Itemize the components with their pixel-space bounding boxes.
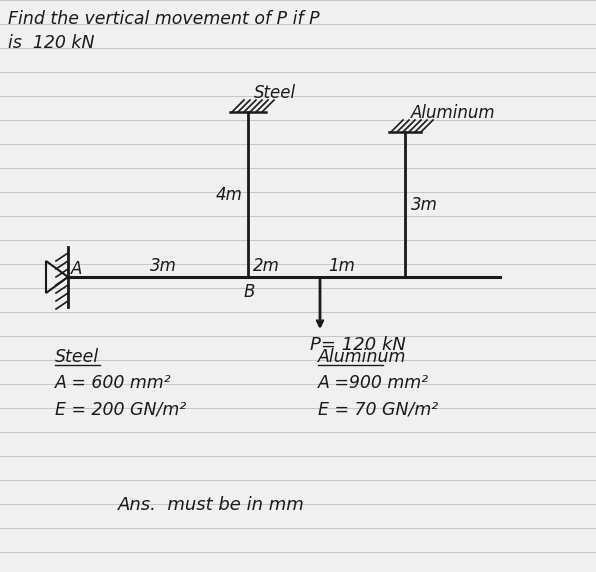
- Text: B: B: [244, 283, 255, 301]
- Text: 3m: 3m: [150, 257, 177, 275]
- Text: A = 600 mm²: A = 600 mm²: [55, 374, 172, 392]
- Text: 2m: 2m: [253, 257, 280, 275]
- Text: A =900 mm²: A =900 mm²: [318, 374, 429, 392]
- Text: is  120 kN: is 120 kN: [8, 34, 95, 52]
- Text: 4m: 4m: [216, 186, 243, 205]
- Text: E = 70 GN/m²: E = 70 GN/m²: [318, 400, 438, 418]
- Text: 3m: 3m: [411, 197, 438, 214]
- Text: A: A: [71, 260, 82, 278]
- Text: 1m: 1m: [328, 257, 355, 275]
- Text: P= 120 kN: P= 120 kN: [310, 336, 406, 354]
- Text: Ans.  must be in mm: Ans. must be in mm: [118, 496, 305, 514]
- Text: Steel: Steel: [254, 84, 296, 102]
- Text: Find the vertical movement of P if P: Find the vertical movement of P if P: [8, 10, 319, 28]
- Text: Aluminum: Aluminum: [318, 348, 406, 366]
- Text: Steel: Steel: [55, 348, 100, 366]
- Text: Aluminum: Aluminum: [411, 104, 496, 122]
- Text: E = 200 GN/m²: E = 200 GN/m²: [55, 400, 186, 418]
